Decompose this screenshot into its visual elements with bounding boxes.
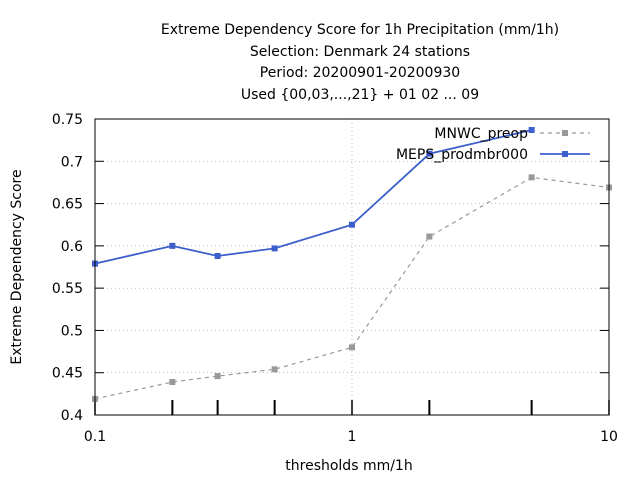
tick-layer: 0.4 0.45 0.5 0.55 0.6 0.65 0.7 0.75 0.1 1 10 [52, 112, 618, 445]
x-axis-title: thresholds mm/1h [285, 458, 412, 474]
data-point [169, 379, 176, 386]
y-tick-label: 0.6 [61, 239, 83, 255]
x-tick-label: 0.1 [84, 429, 106, 445]
data-point [271, 366, 278, 373]
x-tick-label: 1 [348, 429, 357, 445]
data-point [349, 221, 355, 228]
chart-title-block: Extreme Dependency Score for 1h Precipit… [0, 20, 640, 106]
data-point [214, 373, 221, 380]
y-tick-label: 0.5 [61, 323, 83, 339]
legend-label: MNWC_preop [434, 126, 528, 142]
legend-swatch-marker [562, 130, 568, 136]
chart-subtitle-period: Period: 20200901-20200930 [259, 65, 461, 81]
series-line [94, 176, 610, 400]
y-tick-label: 0.4 [61, 408, 83, 424]
legend-label: MEPS_prodmbr000 [396, 147, 528, 163]
y-axis-title: Extreme Dependency Score [9, 169, 25, 364]
y-tick-label: 0.7 [61, 154, 83, 170]
data-point [169, 242, 176, 249]
data-point [214, 253, 221, 260]
y-tick-label: 0.45 [52, 366, 83, 382]
chart-subtitle-used: Used {00,03,...,21} + 01 02 ... 09 [240, 86, 480, 103]
legend-swatch-marker [562, 151, 568, 157]
chart-subtitle-selection: Selection: Denmark 24 stations [249, 43, 471, 60]
legend: MNWC_preop MEPS_prodmbr000 [396, 126, 590, 163]
data-point [271, 245, 278, 252]
data-point [426, 150, 433, 157]
y-tick-label: 0.55 [52, 281, 83, 297]
data-point [528, 126, 535, 133]
data-point [426, 233, 433, 240]
y-tick-label: 0.65 [52, 197, 83, 213]
y-tick-label: 0.75 [52, 112, 83, 128]
data-point [349, 344, 355, 351]
plot-frame [94, 118, 610, 416]
grid-layer [95, 119, 609, 415]
data-point [528, 174, 535, 181]
chart-title: Extreme Dependency Score for 1h Precipit… [160, 22, 560, 38]
series-layer [92, 126, 612, 402]
x-tick-label: 10 [600, 429, 618, 445]
